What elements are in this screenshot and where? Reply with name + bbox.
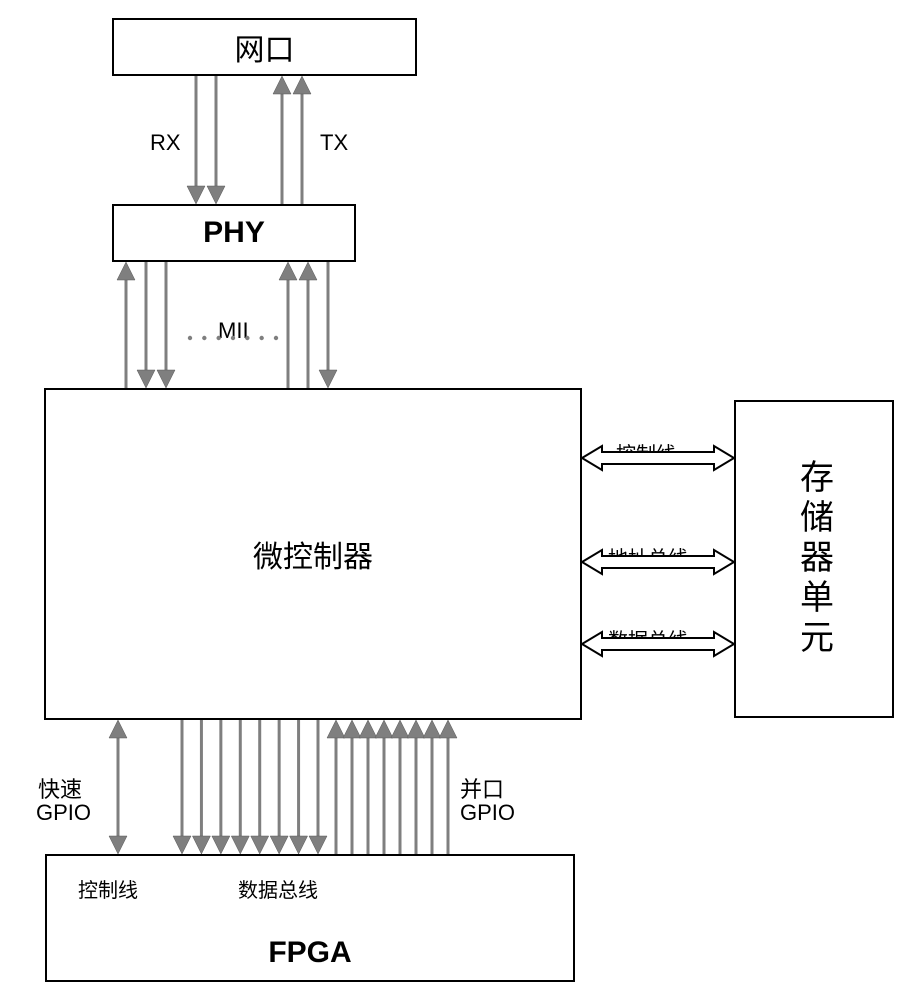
label-fast-gpio-en: GPIO bbox=[36, 800, 91, 826]
block-mcu: 微控制器 bbox=[44, 388, 582, 720]
block-netport: 网口 bbox=[112, 18, 417, 76]
diagram-canvas: 网口 PHY 微控制器 存储器单元 FPGA RX TX MII 控制线 地址总… bbox=[0, 0, 922, 1000]
block-phy-label: PHY bbox=[203, 216, 265, 250]
label-tx: TX bbox=[320, 130, 348, 156]
label-mii: MII bbox=[218, 318, 249, 344]
label-fpga-data-bus: 数据总线 bbox=[238, 874, 318, 903]
block-mcu-label: 微控制器 bbox=[253, 532, 373, 576]
label-fpga-control-line: 控制线 bbox=[78, 874, 138, 903]
block-memory-label: 存储器单元 bbox=[790, 459, 839, 659]
label-address-bus: 地址总线 bbox=[608, 542, 688, 571]
label-rx: RX bbox=[150, 130, 181, 156]
block-phy: PHY bbox=[112, 204, 356, 262]
label-control-line: 控制线 bbox=[616, 438, 676, 467]
label-data-bus: 数据总线 bbox=[608, 624, 688, 653]
block-memory: 存储器单元 bbox=[734, 400, 894, 718]
label-parallel-gpio-en: GPIO bbox=[460, 800, 515, 826]
block-netport-label: 网口 bbox=[235, 25, 295, 69]
block-fpga-label: FPGA bbox=[268, 936, 351, 970]
